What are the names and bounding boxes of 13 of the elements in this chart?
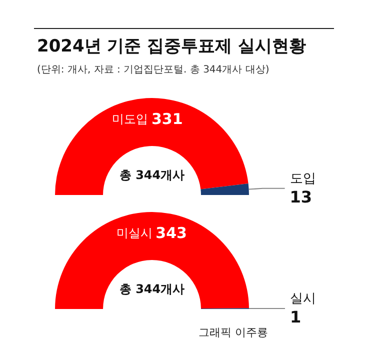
slice-label: 실시 [290,291,316,306]
data-label: 13 [290,187,312,206]
text: 총 344개사 [119,168,185,182]
slice-label: 미실시 [116,226,152,240]
slice-label: 미도입 [112,112,148,126]
chart-subtitle: (단위: 개사, 자료 : 기업집단포털. 총 344개사 대상) [37,64,270,76]
data-label: 1 [290,307,302,326]
data-label: 331 [152,110,183,128]
data-label: 343 [156,224,187,242]
text: 그래픽 이주룡 [198,326,268,339]
slice-label: 도입 [290,171,316,186]
text: 총 344개사 [119,282,185,296]
chart-title: 2024년 기준 집중투표제 실시현황 [37,36,306,56]
